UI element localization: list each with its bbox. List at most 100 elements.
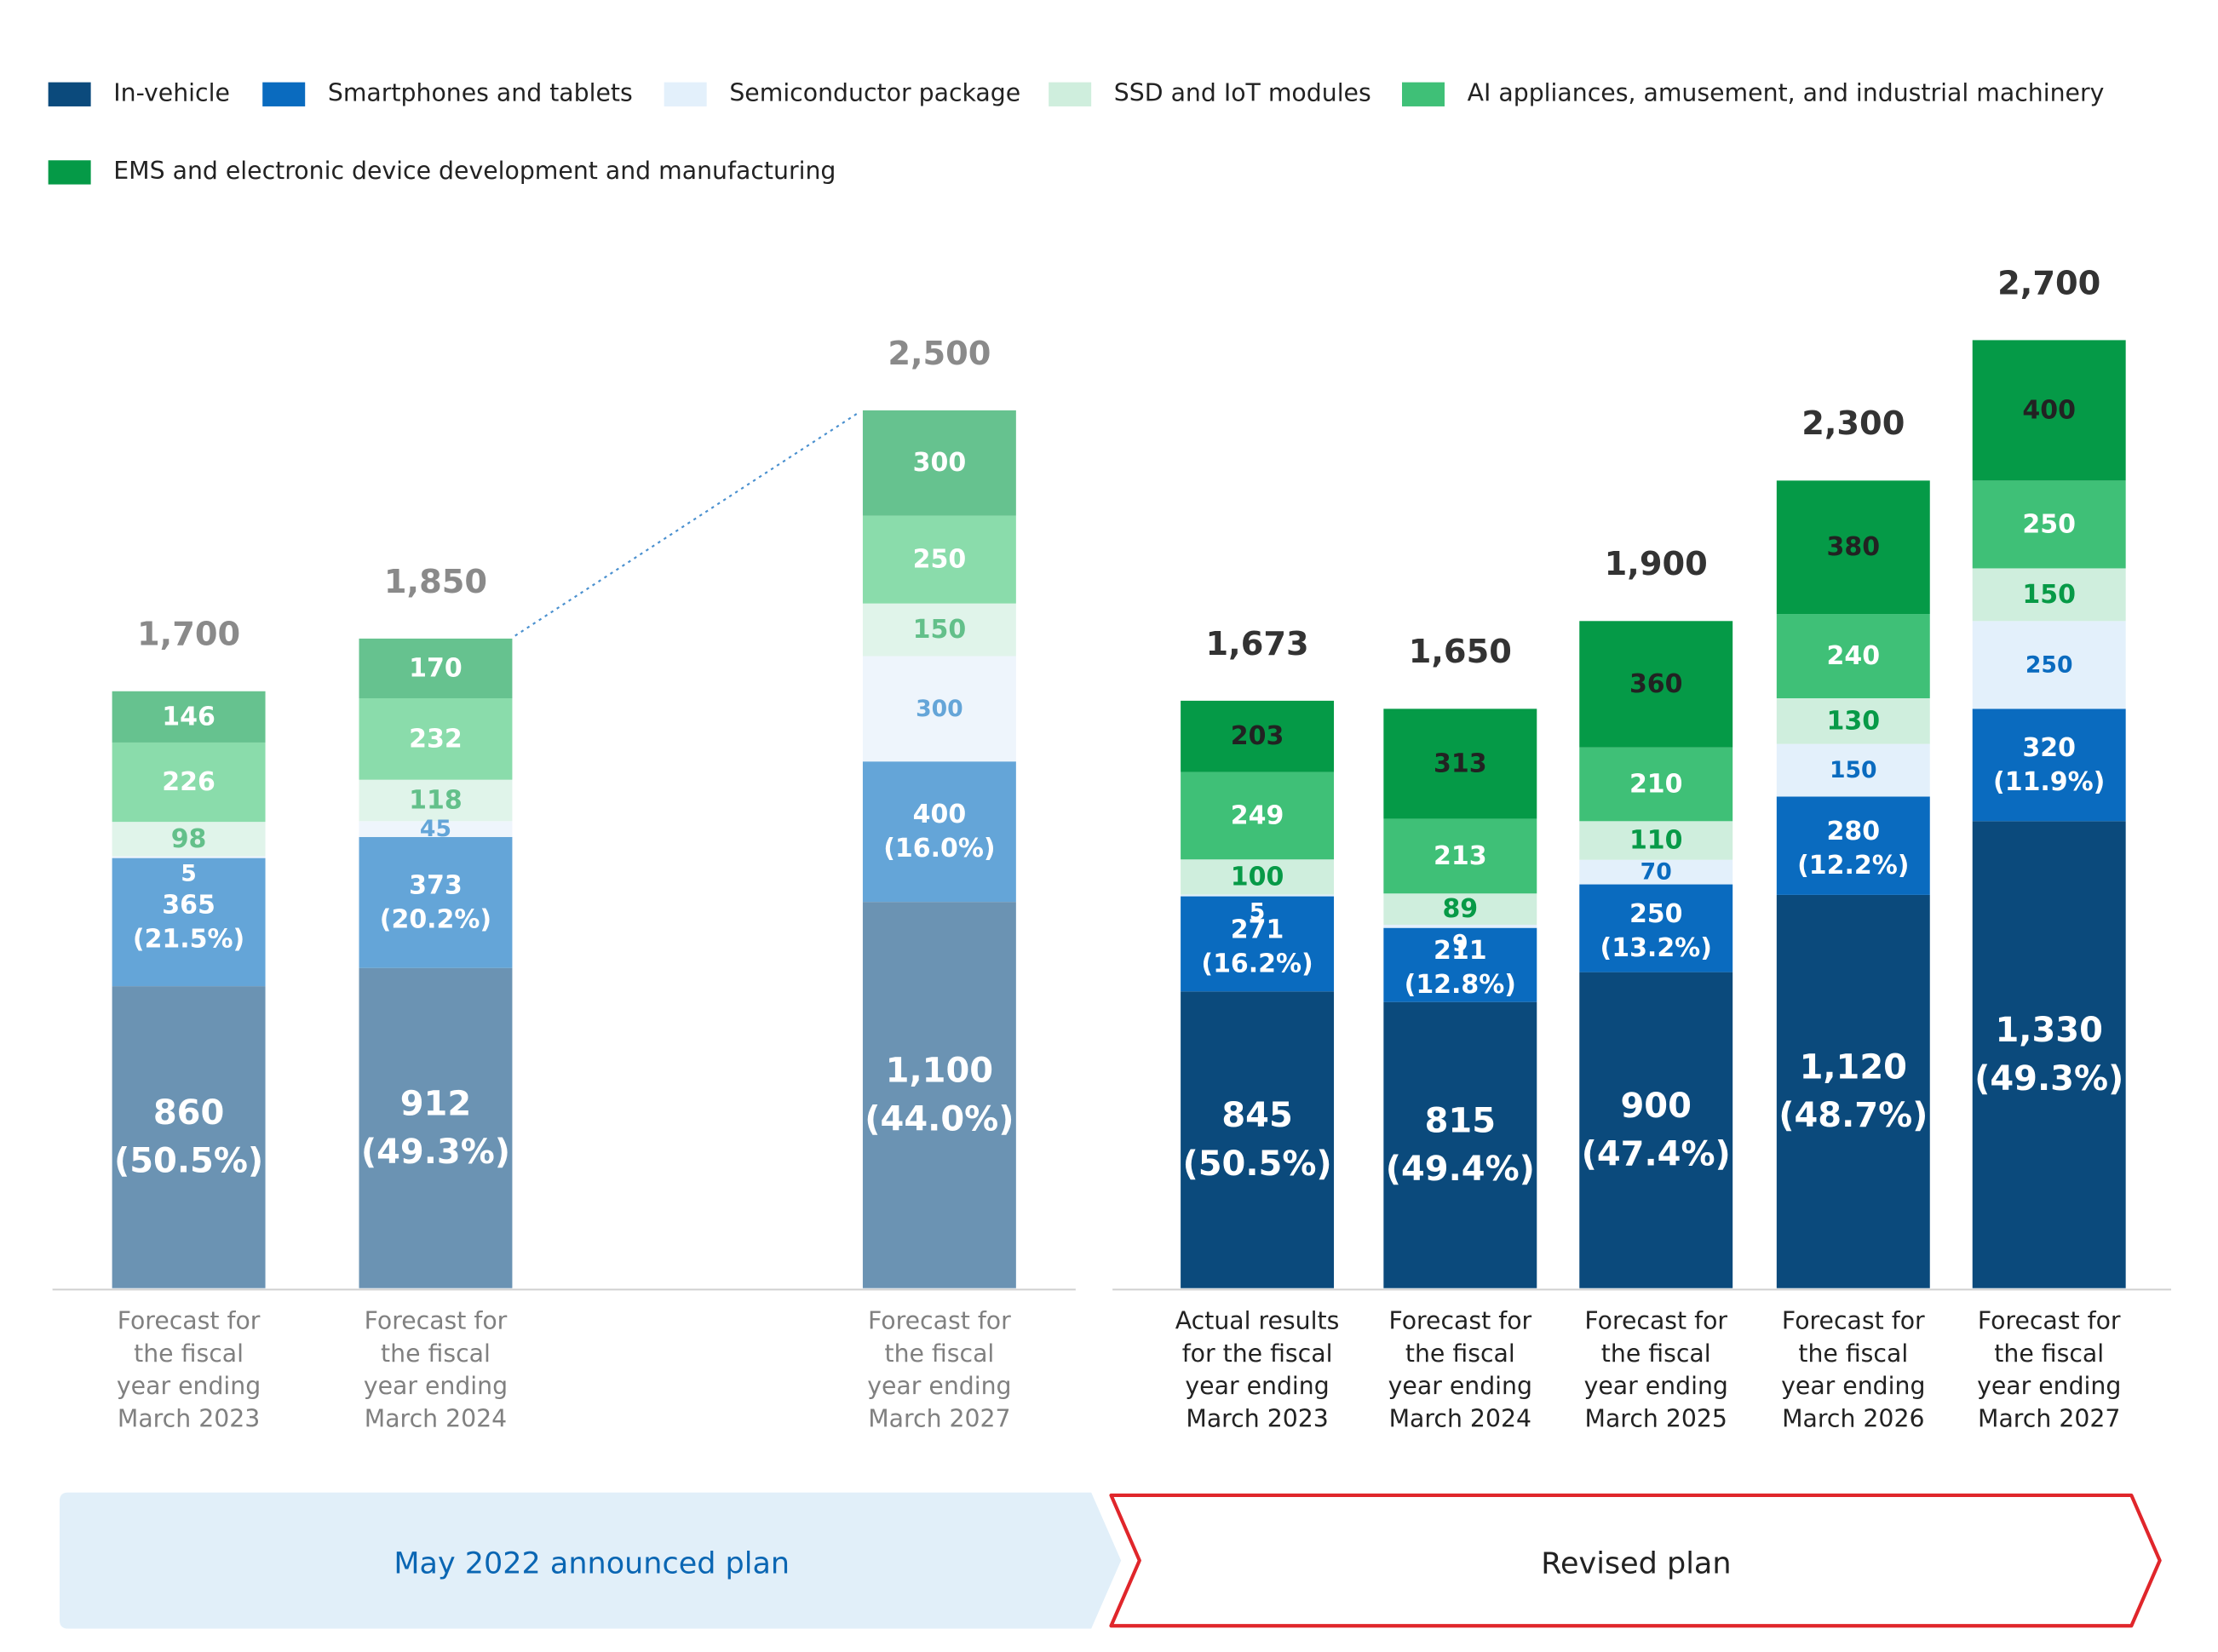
x-tick-label: the fiscal: [1601, 1339, 1711, 1368]
bar-segment-ssd-iot: [1383, 893, 1537, 925]
x-tick-label: March 2023: [1186, 1405, 1328, 1433]
data-label: 203: [1231, 721, 1284, 751]
bar-segment-ems: [1181, 700, 1335, 772]
data-label: 250: [2022, 509, 2076, 539]
data-label: 280: [1827, 817, 1881, 846]
x-tick-label: Actual results: [1175, 1307, 1340, 1335]
announced-plan-band: May 2022 announced plan: [59, 1492, 1124, 1629]
data-label: 400: [913, 800, 967, 829]
data-label: 5: [1250, 898, 1266, 925]
bar-segment-ems: [1972, 340, 2126, 481]
data-label: 860: [153, 1093, 224, 1133]
x-tick-label: the fiscal: [381, 1339, 491, 1368]
x-tick-label: the fiscal: [1405, 1339, 1515, 1368]
data-label: 400: [2022, 395, 2076, 425]
bar-segment-ai-appliances: [1383, 818, 1537, 894]
bar-segment-in-vehicle: [112, 986, 266, 1288]
bar-segment-ssd-iot: [359, 779, 513, 822]
data-label: 250: [913, 545, 967, 575]
bar-segment-semiconductor: [1181, 894, 1335, 897]
data-label: 300: [913, 448, 967, 478]
x-tick-label: Forecast for: [365, 1307, 508, 1335]
bar-segment-ssd-iot: [112, 822, 266, 857]
data-label: 226: [162, 767, 215, 797]
data-label-percent: (16.0%): [883, 834, 995, 863]
data-label: 1,100: [886, 1052, 993, 1091]
bar-segment-smartphones: [1181, 896, 1335, 992]
data-label-percent: (13.2%): [1600, 933, 1712, 963]
bar-segment-ai-appliances: [1181, 772, 1335, 860]
trend-connector-line: [514, 410, 861, 637]
legend-item-smartphones: Smartphones and tablets: [262, 79, 633, 108]
legend-item-in-vehicle: In-vehicle: [48, 79, 230, 108]
bar-segment-semiconductor: [112, 856, 266, 858]
bar-segment-in-vehicle: [862, 902, 1016, 1288]
data-label-percent: (48.7%): [1778, 1096, 1928, 1135]
x-tick-label: Forecast for: [1388, 1307, 1531, 1335]
data-label-percent: (50.5%): [114, 1142, 263, 1181]
data-label-percent: (12.8%): [1405, 970, 1516, 1000]
data-label: 365: [162, 890, 215, 920]
bar-total-label: 2,300: [1801, 404, 1905, 443]
bar-segment-ssd-iot: [862, 603, 1016, 657]
x-tick-label: year ending: [867, 1372, 1011, 1400]
data-label: 98: [171, 824, 207, 854]
bar-total-label: 2,500: [888, 335, 991, 373]
data-label: 1,330: [1995, 1011, 2102, 1050]
data-label: 360: [1629, 669, 1683, 699]
x-tick-label: year ending: [364, 1372, 508, 1400]
legend-label: Semiconductor package: [729, 79, 1021, 108]
bar-segment-ai-appliances: [1579, 747, 1733, 822]
bar-segment-in-vehicle: [1972, 821, 2126, 1288]
bar-segment-in-vehicle: [1776, 894, 1930, 1288]
legend-swatch: [664, 81, 707, 106]
bar-segment-ssd-iot: [1972, 568, 2126, 622]
data-label: 70: [1641, 859, 1672, 886]
x-tick-label: March 2023: [118, 1405, 260, 1433]
bar-segment-smartphones: [862, 761, 1016, 903]
bar-total-label: 1,650: [1409, 633, 1512, 671]
x-tick-label: Forecast for: [868, 1307, 1011, 1335]
bar-segment-ssd-iot: [1579, 821, 1733, 860]
x-tick-label: Forecast for: [118, 1307, 261, 1335]
data-label-percent: (16.2%): [1201, 949, 1313, 978]
announced-plan-label: May 2022 announced plan: [394, 1546, 790, 1580]
data-label: 9: [1452, 930, 1468, 956]
data-label: 380: [1827, 532, 1881, 562]
data-label: 1,120: [1800, 1047, 1907, 1087]
legend-item-semiconductor: Semiconductor package: [664, 79, 1021, 108]
data-label-percent: (44.0%): [865, 1099, 1014, 1139]
bar-segment-ai-appliances: [1972, 480, 2126, 569]
x-tick-label: the fiscal: [1798, 1339, 1908, 1368]
legend-swatch: [1402, 81, 1445, 106]
data-label: 373: [409, 870, 463, 900]
data-label: 130: [1827, 706, 1881, 736]
legend-item-ai-appliances: AI appliances, amusement, and industrial…: [1402, 79, 2105, 108]
x-tick-label: year ending: [1185, 1372, 1329, 1400]
data-label-percent: (21.5%): [133, 924, 244, 954]
data-label: 45: [420, 816, 451, 842]
bar-segment-ai-appliances: [112, 742, 266, 823]
data-label: 89: [1442, 894, 1478, 924]
data-label: 210: [1629, 770, 1683, 800]
bar-segment-ems: [1579, 621, 1733, 748]
bar-segment-semiconductor: [1972, 621, 2126, 709]
data-label: 100: [1231, 862, 1284, 892]
x-tick-label: March 2024: [1389, 1405, 1531, 1433]
data-label: 150: [2022, 580, 2076, 610]
data-label-percent: (12.2%): [1797, 851, 1909, 880]
legend-label: Smartphones and tablets: [327, 79, 633, 108]
x-tick-label: Forecast for: [1584, 1307, 1727, 1335]
x-tick-label: year ending: [1388, 1372, 1532, 1400]
data-label-percent: (11.9%): [1993, 767, 2105, 797]
legend-label: In-vehicle: [113, 79, 230, 108]
data-label: 110: [1629, 826, 1683, 856]
data-label-percent: (49.4%): [1386, 1150, 1535, 1189]
bar-segment-semiconductor: [1383, 924, 1537, 928]
bar-total-label: 1,700: [137, 616, 240, 654]
bar-segment-in-vehicle: [1579, 972, 1733, 1288]
x-tick-label: the fiscal: [1994, 1339, 2104, 1368]
data-label: 300: [916, 696, 963, 722]
legend-label: AI appliances, amusement, and industrial…: [1467, 79, 2105, 108]
data-label: 250: [1629, 899, 1683, 929]
